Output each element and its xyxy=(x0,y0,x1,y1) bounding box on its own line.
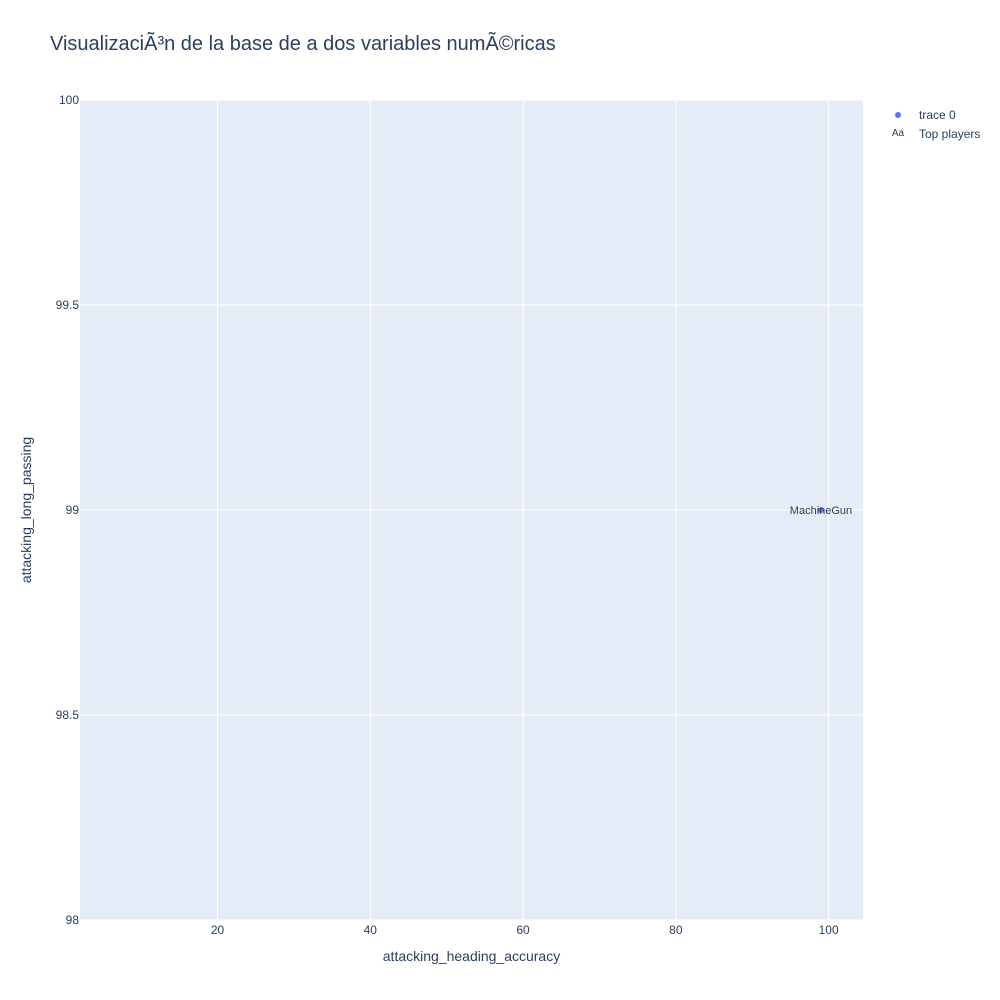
legend-item[interactable]: Aa Top players xyxy=(892,127,980,141)
x-tick-label: 60 xyxy=(516,923,530,937)
x-tick-label: 20 xyxy=(211,923,225,937)
y-axis-title: attacking_long_passing xyxy=(18,437,34,583)
legend-text-symbol: Aa xyxy=(892,128,905,139)
scatter-point[interactable] xyxy=(817,507,824,513)
y-tick-label: 98.5 xyxy=(56,708,80,722)
y-tick-label: 100 xyxy=(59,93,79,107)
legend-item[interactable]: trace 0 xyxy=(895,108,956,122)
legend-marker xyxy=(895,112,901,118)
point-text-label: MachineGun xyxy=(790,505,852,517)
y-tick-label: 98 xyxy=(66,913,80,927)
y-tick-label: 99 xyxy=(66,503,80,517)
chart-title: VisualizaciÃ³n de la base de a dos varia… xyxy=(50,31,556,55)
x-tick-label: 80 xyxy=(669,923,683,937)
x-tick-labels: 20 40 60 80 100 xyxy=(211,923,839,937)
data-marks: MachineGun xyxy=(790,505,852,517)
y-gridlines xyxy=(80,99,863,921)
x-axis-title: attacking_heading_accuracy xyxy=(383,948,560,964)
y-tick-label: 99.5 xyxy=(56,298,80,312)
legend-label: trace 0 xyxy=(919,108,956,122)
x-tick-label: 100 xyxy=(819,923,839,937)
x-tick-label: 40 xyxy=(364,923,378,937)
legend[interactable]: trace 0 Aa Top players xyxy=(892,108,980,141)
legend-label: Top players xyxy=(919,127,980,141)
y-tick-labels: 98 98.5 99 99.5 100 xyxy=(56,93,80,927)
